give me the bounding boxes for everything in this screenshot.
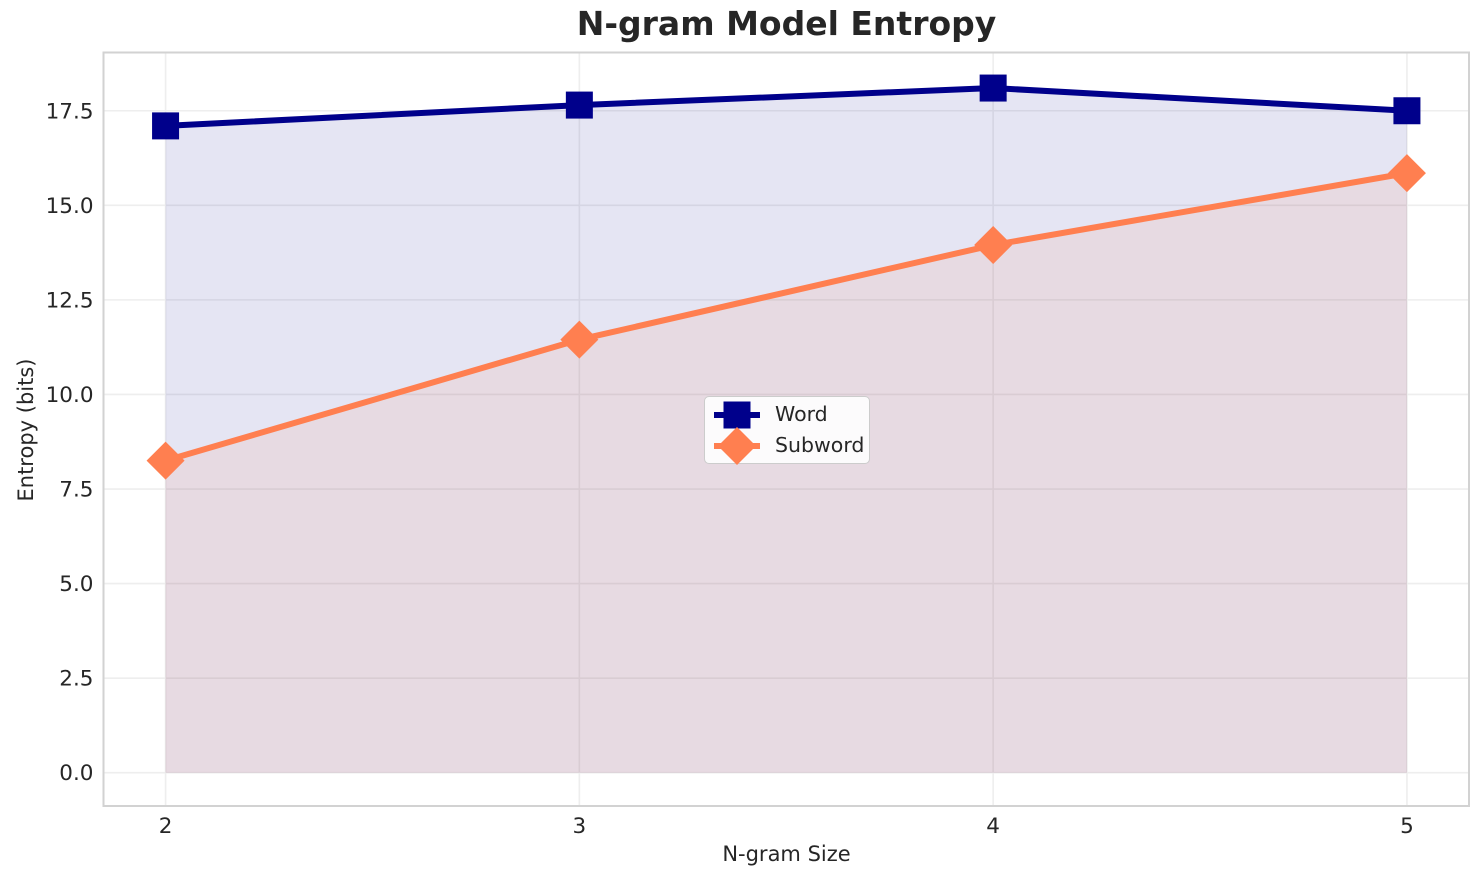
grid-layer: [103, 52, 1469, 806]
y-tick-label: 0.0: [59, 761, 93, 786]
plot-border: [102, 51, 1470, 807]
y-tick-label: 5.0: [59, 572, 93, 597]
axes-spines: [102, 51, 1470, 807]
x-tick-label: 4: [986, 814, 1000, 839]
y-tick-label: 2.5: [59, 667, 93, 692]
tick-label-layer: 0.0 2.5 5.0 7.5 10.0 12.5 15.0 17.5 2 3 4 5: [46, 99, 1414, 839]
word-legend-marker-icon: [714, 401, 760, 428]
subword-marker: [146, 441, 185, 480]
x-tick-label: 5: [1400, 814, 1414, 839]
y-tick-label: 17.5: [46, 99, 94, 124]
y-tick-label: 15.0: [46, 194, 94, 219]
legend: Word Subword: [704, 396, 870, 465]
y-tick-label: 12.5: [46, 288, 94, 313]
word-line: [165, 85, 1408, 129]
chart-title: N-gram Model Entropy: [576, 4, 997, 43]
word-marker: [979, 74, 1007, 102]
word-marker: [152, 112, 180, 140]
word-marker: [565, 91, 593, 119]
y-axis-label: Entropy (bits): [14, 358, 38, 502]
subword-marker: [974, 226, 1013, 265]
x-tick-label: 3: [573, 814, 587, 839]
subword-marker: [560, 320, 599, 359]
subword-marker: [1387, 154, 1426, 193]
legend-label-subword: Subword: [775, 433, 865, 458]
subword-legend-marker-icon: [714, 426, 760, 465]
legend-entry-subword: Subword: [711, 426, 865, 465]
word-marker: [1393, 97, 1421, 125]
x-tick-label: 2: [159, 814, 173, 839]
series-layer: [146, 74, 1426, 480]
legend-label-word: Word: [775, 402, 828, 427]
legend-entry-word: Word: [711, 400, 861, 430]
subword-line: [164, 170, 1408, 464]
y-tick-label: 7.5: [59, 478, 93, 503]
x-axis-label: N-gram Size: [722, 842, 851, 866]
y-tick-label: 10.0: [46, 383, 94, 408]
subword-area-fill: [165, 173, 1407, 773]
